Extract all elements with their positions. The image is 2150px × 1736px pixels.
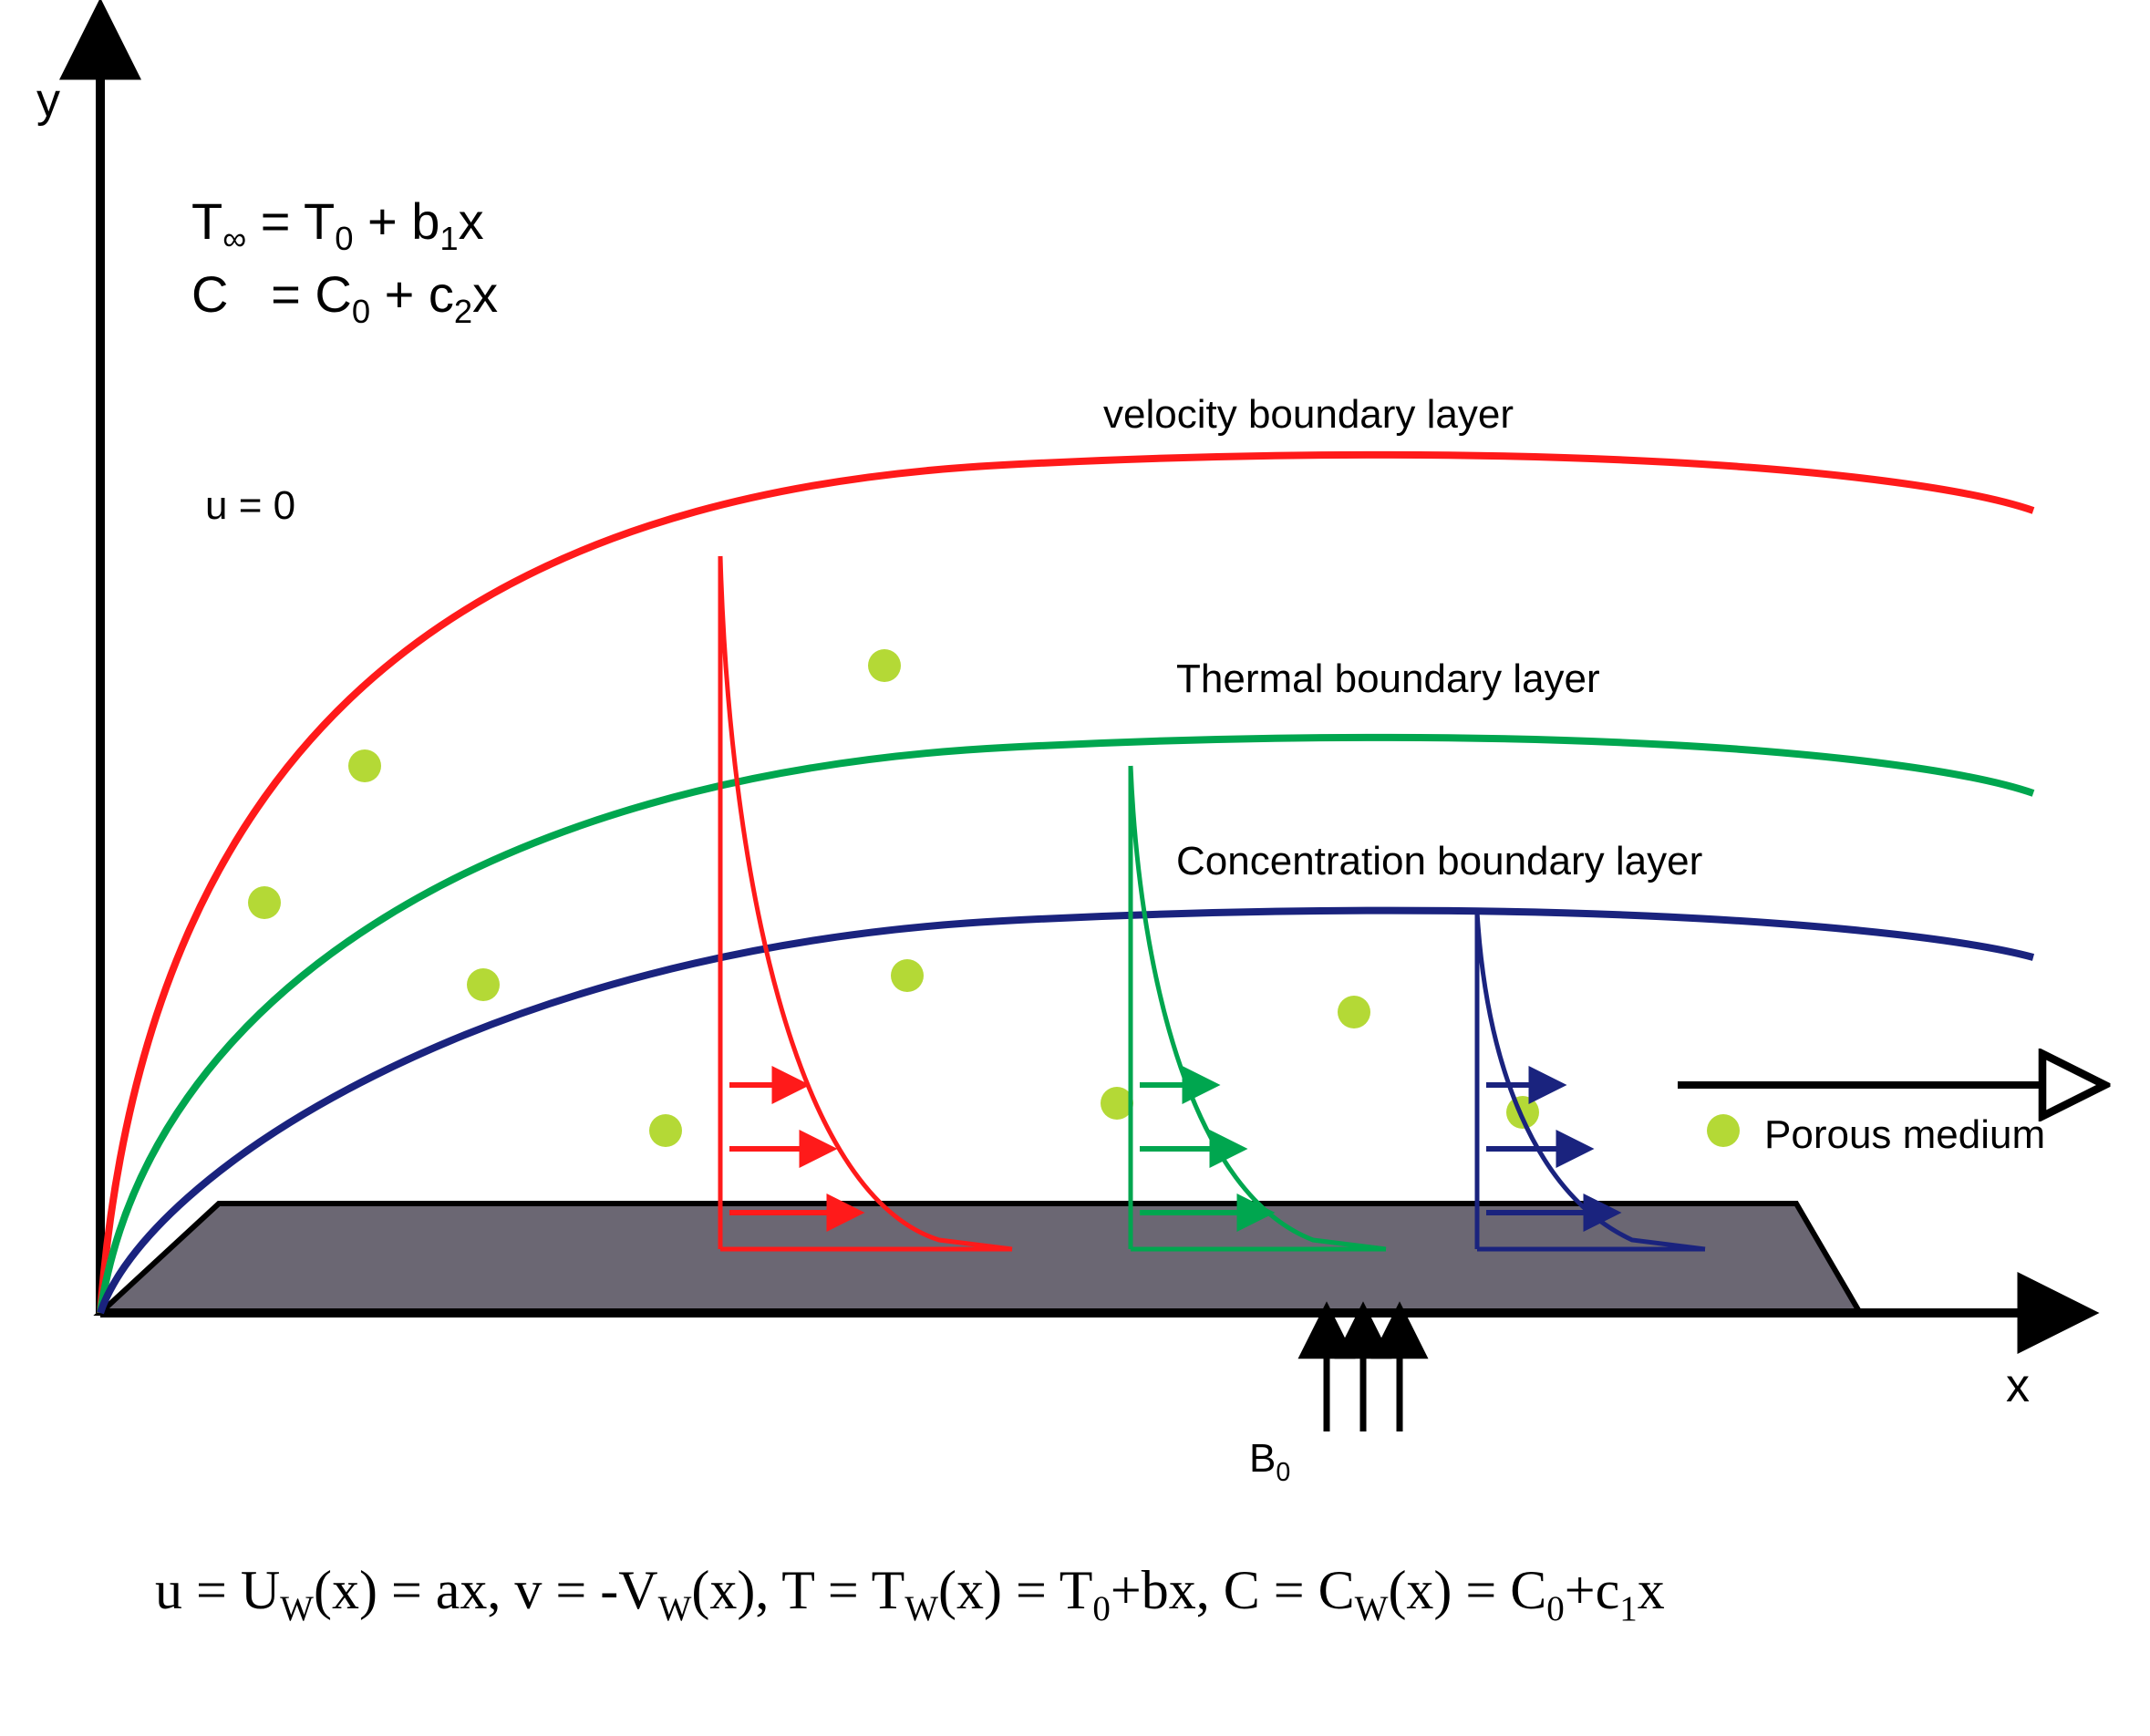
boundary-layer-curves: [100, 455, 2033, 1313]
diagram-stage: y x T∞ = T0 + b1x C = C0 + c2x u = 0 vel…: [0, 0, 2150, 1736]
diagram-svg: [0, 0, 2150, 1736]
magnetic-arrows: [1327, 1354, 1400, 1431]
concentration-layer-label: Concentration boundary layer: [1176, 839, 1702, 884]
equation-c: C = C0 + c2x: [191, 264, 498, 324]
thermal-layer-label: Thermal boundary layer: [1176, 656, 1600, 702]
equation-t-infinity: T∞ = T0 + b1x: [191, 191, 484, 251]
porous-medium-label: Porous medium: [1764, 1112, 2045, 1158]
u-zero-label: u = 0: [205, 483, 295, 529]
x-axis-label: x: [2006, 1359, 2030, 1413]
magnetic-field-label: B0: [1249, 1436, 1290, 1482]
y-axis-label: y: [36, 73, 60, 128]
wall-conditions-equation: u = UW(x) = ax, v = -VW(x), T = TW(x) = …: [155, 1559, 1665, 1622]
porous-dots: [248, 649, 1740, 1147]
velocity-layer-label: velocity boundary layer: [1103, 392, 1514, 438]
